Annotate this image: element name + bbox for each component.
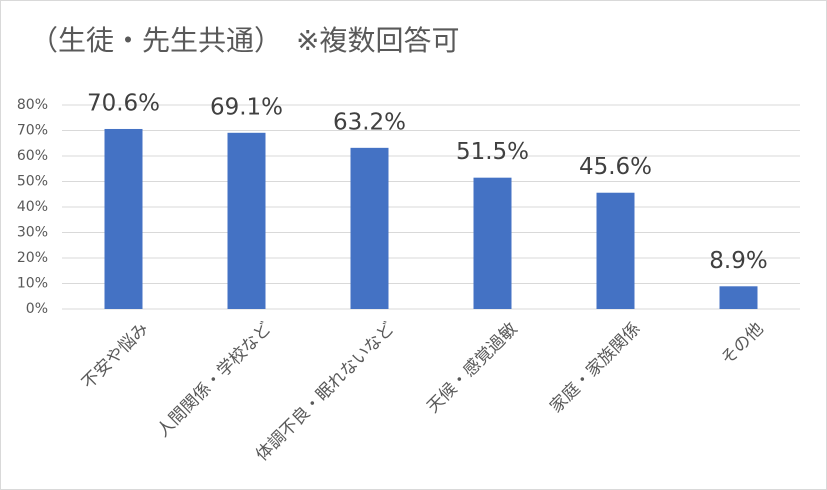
bar <box>719 286 758 309</box>
bar <box>473 177 512 309</box>
value-label: 8.9% <box>709 248 767 274</box>
bar <box>596 192 635 309</box>
y-tick-label: 50% <box>17 174 48 190</box>
y-tick-label: 60% <box>17 148 48 164</box>
value-label: 70.6% <box>87 90 160 116</box>
y-tick-label: 0% <box>26 301 48 317</box>
value-label: 45.6% <box>579 154 652 180</box>
chart-title: （生徒・先生共通） ※複数回答可 <box>30 24 459 57</box>
y-tick-label: 10% <box>17 276 48 292</box>
bar <box>104 128 143 309</box>
y-tick-label: 40% <box>17 199 48 215</box>
bar <box>350 147 389 309</box>
y-tick-label: 30% <box>17 225 48 241</box>
value-label: 51.5% <box>456 139 529 165</box>
y-tick-label: 20% <box>17 250 48 266</box>
value-label: 69.1% <box>210 94 283 120</box>
y-tick-label: 70% <box>17 123 48 139</box>
value-label: 63.2% <box>333 109 406 135</box>
bar <box>227 132 266 309</box>
y-tick-label: 80% <box>17 97 48 113</box>
